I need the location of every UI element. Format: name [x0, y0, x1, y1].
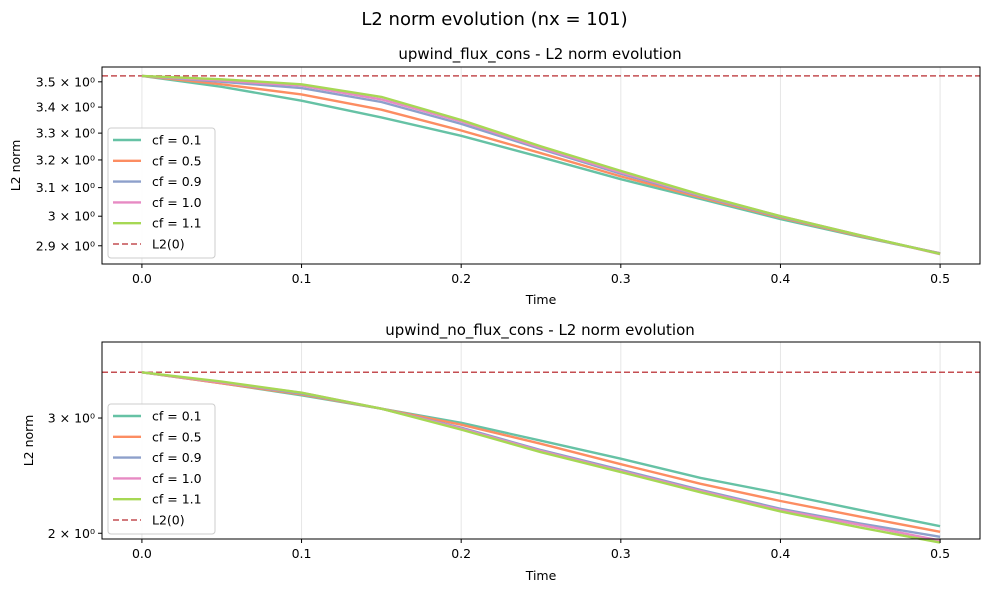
- x-tick-label: 0.4: [771, 546, 791, 561]
- x-tick-label: 0.2: [451, 546, 471, 561]
- legend-label: cf = 1.1: [152, 216, 202, 231]
- legend-label: cf = 0.9: [152, 450, 202, 465]
- legend-label: cf = 1.0: [152, 471, 202, 486]
- y-tick-label: 3 × 10⁰: [48, 209, 95, 224]
- legend-label: cf = 0.5: [152, 429, 202, 444]
- panel-title: upwind_no_flux_cons - L2 norm evolution: [385, 321, 695, 340]
- plot-frame: [101, 66, 981, 265]
- y-tick-label: 3.4 × 10⁰: [36, 100, 95, 115]
- series-line-cf-1-1: [141, 371, 941, 544]
- y-axis-ticks: 2 × 10⁰ 3 × 10⁰: [48, 411, 102, 541]
- legend-label: cf = 0.1: [152, 409, 202, 424]
- series-lines: [141, 74, 941, 256]
- x-axis-ticks: 0.0 0.1 0.2 0.3 0.4 0.5: [132, 539, 950, 561]
- y-tick-label: 3 × 10⁰: [48, 411, 95, 426]
- x-tick-label: 0.1: [292, 546, 312, 561]
- figure-suptitle: L2 norm evolution (nx = 101): [361, 9, 627, 30]
- y-tick-label: 2.9 × 10⁰: [36, 238, 95, 253]
- legend: cf = 0.1 cf = 0.5 cf = 0.9 cf = 1.0 cf = 1.1…: [107, 127, 216, 259]
- panel-title: upwind_flux_cons - L2 norm evolution: [398, 45, 681, 64]
- legend-label: cf = 0.5: [152, 153, 202, 168]
- legend-label: cf = 1.1: [152, 492, 202, 507]
- legend-label: L2(0): [152, 513, 185, 528]
- legend-label: L2(0): [152, 237, 185, 252]
- x-axis-label: Time: [525, 568, 557, 583]
- x-tick-label: 0.0: [132, 546, 152, 561]
- x-grid: [141, 67, 941, 264]
- y-tick-label: 3.2 × 10⁰: [36, 152, 95, 167]
- panel-upwind-no-flux-cons: upwind_no_flux_cons - L2 norm evolution …: [21, 321, 981, 583]
- x-tick-label: 0.2: [451, 271, 471, 286]
- y-tick-label: 3.1 × 10⁰: [36, 180, 95, 195]
- x-tick-label: 0.5: [930, 546, 950, 561]
- series-line-cf-1-1: [141, 74, 941, 256]
- x-tick-label: 0.3: [611, 546, 631, 561]
- x-tick-label: 0.3: [611, 271, 631, 286]
- x-tick-label: 0.4: [771, 271, 791, 286]
- series-lines: [141, 371, 941, 544]
- y-tick-label: 2 × 10⁰: [48, 526, 95, 541]
- x-tick-label: 0.0: [132, 271, 152, 286]
- plot-frame: [101, 341, 981, 540]
- x-axis-label: Time: [525, 292, 557, 307]
- y-tick-label: 3.3 × 10⁰: [36, 126, 95, 141]
- x-axis-ticks: 0.0 0.1 0.2 0.3 0.4 0.5: [132, 264, 950, 286]
- y-axis-label: L2 norm: [8, 140, 23, 192]
- panel-upwind-flux-cons: upwind_flux_cons - L2 norm evolution 0.0…: [8, 45, 981, 307]
- y-axis-ticks: 2.9 × 10⁰ 3 × 10⁰ 3.1 × 10⁰ 3.2 × 10⁰ 3.3 × …: [36, 74, 102, 253]
- legend-label: cf = 1.0: [152, 195, 202, 210]
- legend-label: cf = 0.9: [152, 174, 202, 189]
- x-tick-label: 0.1: [292, 271, 312, 286]
- y-tick-label: 3.5 × 10⁰: [36, 74, 95, 89]
- legend-label: cf = 0.1: [152, 133, 202, 148]
- legend: cf = 0.1 cf = 0.5 cf = 0.9 cf = 1.0 cf = 1.1…: [107, 403, 216, 535]
- x-grid: [141, 342, 941, 539]
- x-tick-label: 0.5: [930, 271, 950, 286]
- y-axis-label: L2 norm: [21, 415, 36, 467]
- series-line-cf-0-9: [141, 371, 941, 538]
